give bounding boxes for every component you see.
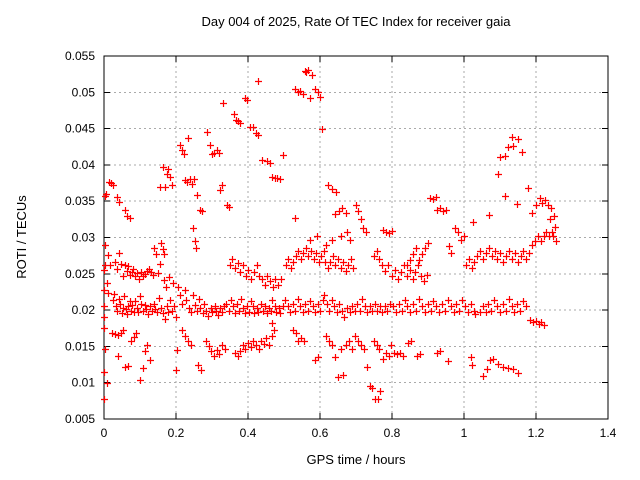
x-tick-label: 0.4 xyxy=(240,426,257,440)
y-axis-label: ROTI / TECUs xyxy=(14,195,29,279)
x-tick-label: 0.8 xyxy=(384,426,401,440)
y-tick-label: 0.04 xyxy=(72,158,96,172)
x-axis-label: GPS time / hours xyxy=(306,452,406,467)
y-tick-label: 0.03 xyxy=(72,231,96,245)
x-tick-label: 1 xyxy=(461,426,468,440)
x-tick-label: 0.2 xyxy=(168,426,185,440)
chart-title: Day 004 of 2025, Rate Of TEC Index for r… xyxy=(201,14,511,29)
x-tick-label: 1.2 xyxy=(528,426,545,440)
y-tick-label: 0.01 xyxy=(72,376,96,390)
y-tick-label: 0.055 xyxy=(65,49,95,63)
x-tick-label: 0.6 xyxy=(312,426,329,440)
roti-data-points xyxy=(101,67,560,403)
y-tick-label: 0.02 xyxy=(72,303,96,317)
x-tick-label: 1.4 xyxy=(600,426,617,440)
y-tick-label: 0.045 xyxy=(65,122,95,136)
y-tick-label: 0.005 xyxy=(65,412,95,426)
y-tick-label: 0.035 xyxy=(65,194,95,208)
y-tick-label: 0.025 xyxy=(65,267,95,281)
x-tick-label: 0 xyxy=(101,426,108,440)
y-tick-label: 0.05 xyxy=(72,85,96,99)
y-tick-label: 0.015 xyxy=(65,339,95,353)
